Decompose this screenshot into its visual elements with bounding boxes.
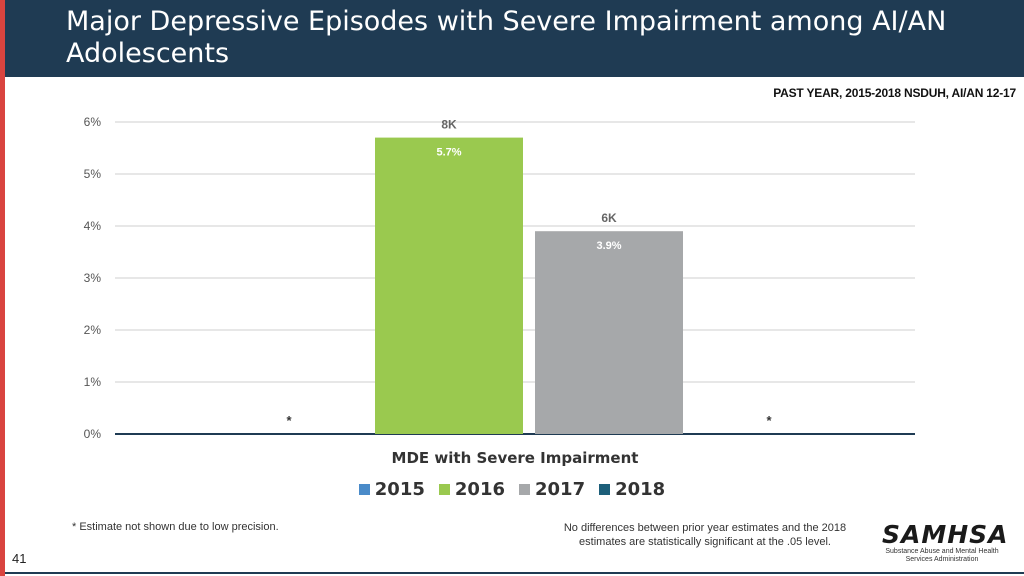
y-tick-label: 5% [84, 167, 102, 181]
legend-label-2016: 2016 [454, 479, 505, 500]
value-label-2016: 5.7% [436, 147, 461, 159]
bottom-rule [5, 572, 1024, 574]
legend-swatch-2015 [358, 484, 370, 495]
y-axis-ticks: 0% 1% 2% 3% 4% 5% 6% [84, 115, 102, 441]
value-label-2017: 3.9% [596, 240, 621, 252]
logo-subtitle-line1: Substance Abuse and Mental Health [885, 548, 999, 555]
samhsa-logo: SAMHSA Substance Abuse and Mental Health… [882, 520, 1009, 564]
title-bar: Major Depressive Episodes with Severe Im… [5, 0, 1024, 77]
suppressed-mark-2015: * [286, 413, 292, 428]
y-tick-label: 4% [84, 219, 102, 233]
y-tick-label: 0% [84, 427, 102, 441]
legend-swatch-2016 [438, 484, 450, 495]
suppressed-mark-2018: * [766, 413, 772, 428]
y-tick-label: 1% [84, 375, 102, 389]
bar-2016 [375, 137, 523, 434]
legend-label-2015: 2015 [374, 479, 425, 500]
legend-item-2017: 2017 [519, 479, 585, 500]
legend-item-2016: 2016 [438, 479, 505, 500]
legend-item-2015: 2015 [358, 479, 425, 500]
legend-swatch-2017 [519, 484, 530, 495]
footnote-precision: * Estimate not shown due to low precisio… [72, 521, 279, 533]
page-number: 41 [12, 551, 27, 566]
logo-subtitle-line2: Services Administration [905, 556, 979, 563]
left-accent-bar [0, 0, 5, 576]
y-tick-label: 2% [84, 323, 102, 337]
chart-bars: * 8K 5.7% 6K 3.9% * [286, 118, 772, 434]
y-tick-label: 3% [84, 271, 102, 285]
chart-legend: 2015 2016 2017 2018 [0, 479, 1024, 500]
legend-label-2018: 2018 [615, 479, 666, 500]
footnote-significance: No differences between prior year estima… [563, 522, 847, 548]
legend-label-2017: 2017 [535, 479, 586, 500]
x-axis-label: MDE with Severe Impairment [392, 449, 639, 467]
page-title: Major Depressive Episodes with Severe Im… [66, 6, 947, 69]
bar-2017 [535, 231, 683, 434]
logo-wordmark: SAMHSA [882, 520, 1009, 549]
chart-subtitle: PAST YEAR, 2015-2018 NSDUH, AI/AN 12-17 [773, 86, 1016, 100]
count-label-2016: 8K [441, 118, 457, 132]
legend-swatch-2018 [599, 484, 611, 495]
count-label-2017: 6K [601, 211, 617, 225]
y-tick-label: 6% [84, 115, 102, 129]
legend-item-2018: 2018 [599, 479, 665, 500]
